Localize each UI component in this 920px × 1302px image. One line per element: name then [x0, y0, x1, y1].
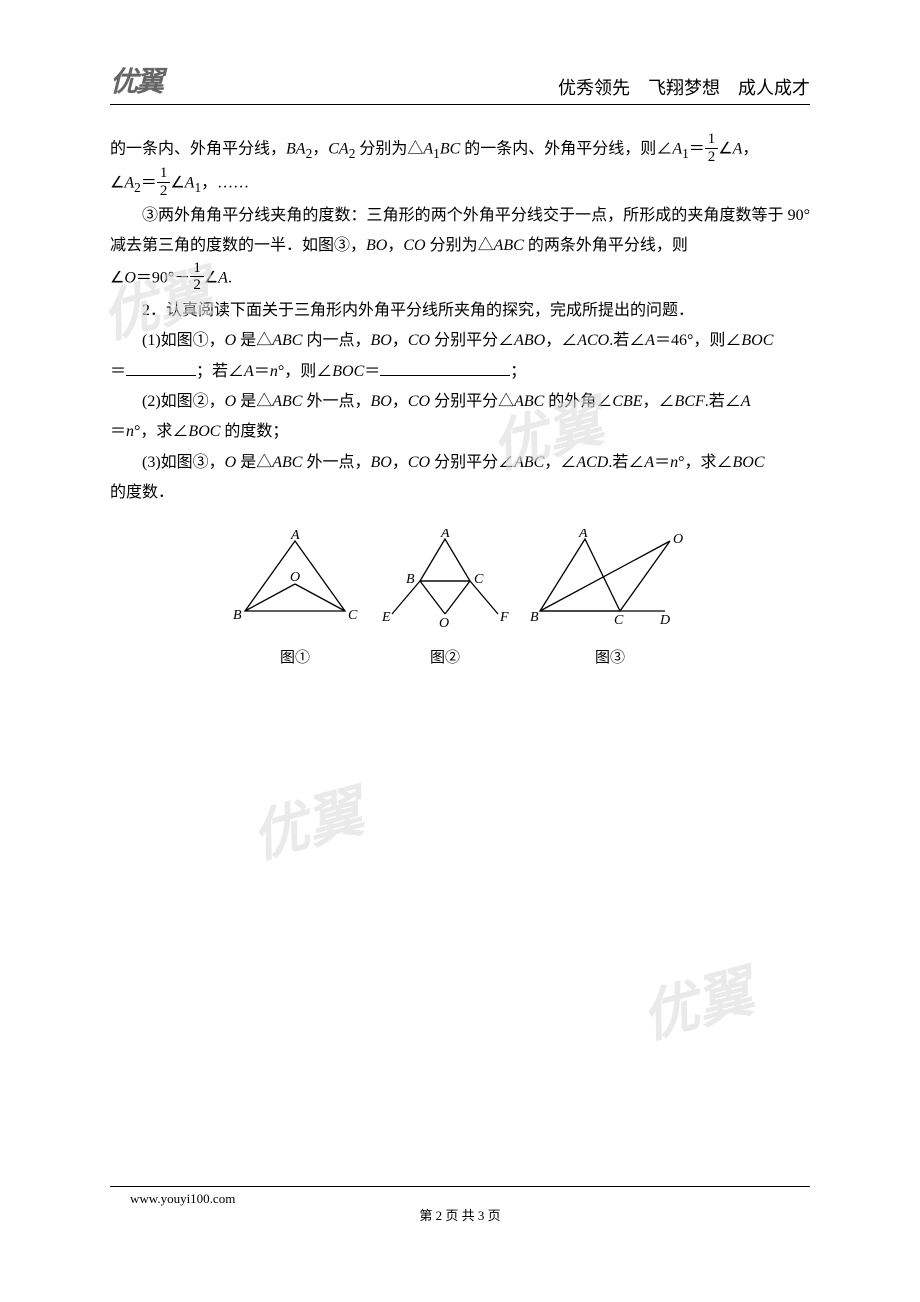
fig3-caption: 图③: [530, 644, 690, 673]
figures-row: A B C O 图① A B C E: [110, 529, 810, 673]
header-motto: 优秀领先 飞翔梦想 成人成才: [558, 74, 810, 100]
q2-part3b: 的度数．: [110, 478, 810, 508]
header: 优翼 优秀领先 飞翔梦想 成人成才: [110, 60, 810, 105]
fraction: 12: [190, 260, 204, 294]
blank-1: [126, 359, 196, 376]
page: 优翼 优秀领先 飞翔梦想 成人成才 优翼 优翼 优翼 优翼 的一条内、外角平分线…: [0, 0, 920, 1302]
para-rule3-formula: ∠O＝90°－12∠A.: [110, 262, 810, 296]
svg-text:A: A: [440, 529, 450, 541]
svg-text:B: B: [406, 572, 415, 587]
para-rule3: ③两外角角平分线夹角的度数：三角形的两个外角平分线交于一点，所形成的夹角度数等于…: [110, 201, 810, 262]
q2-part3: (3)如图③，O 是△ABC 外一点，BO，CO 分别平分∠ABC，∠ACD.若…: [110, 448, 810, 478]
svg-text:B: B: [233, 608, 242, 623]
svg-text:F: F: [499, 610, 509, 625]
logo: 优翼: [110, 60, 162, 100]
svg-text:C: C: [614, 613, 624, 628]
fig1-caption: 图①: [230, 644, 360, 673]
triangle-diagram-3: A B C D O: [530, 529, 690, 629]
footer-divider: [110, 1186, 810, 1187]
footer-page: 第 2 页 共 3 页: [0, 1205, 920, 1224]
svg-text:O: O: [290, 570, 300, 585]
triangle-diagram-2: A B C E O F: [380, 529, 510, 629]
watermark-icon: 优翼: [241, 767, 370, 874]
fraction: 12: [705, 131, 719, 165]
triangle-diagram-1: A B C O: [230, 529, 360, 629]
svg-text:C: C: [348, 608, 358, 623]
svg-text:B: B: [530, 610, 539, 625]
q2-part2: (2)如图②，O 是△ABC 外一点，BO，CO 分别平分△ABC 的外角∠CB…: [110, 387, 810, 417]
fig2-caption: 图②: [380, 644, 510, 673]
content: 的一条内、外角平分线，BA2，CA2 分别为△A1BC 的一条内、外角平分线，则…: [110, 133, 810, 672]
svg-text:D: D: [659, 613, 670, 628]
blank-2: [380, 359, 510, 376]
q2-part1b: ＝；若∠A＝n°，则∠BOC＝；: [110, 357, 810, 387]
q2-part2b: ＝n°，求∠BOC 的度数；: [110, 417, 810, 447]
svg-text:C: C: [474, 572, 484, 587]
svg-text:A: A: [290, 529, 300, 543]
watermark-icon: 优翼: [631, 947, 760, 1054]
svg-text:O: O: [673, 532, 683, 547]
para-a2: ∠A2＝12∠A1，……: [110, 167, 810, 201]
figure-3: A B C D O 图③: [530, 529, 690, 673]
q2-part1: (1)如图①，O 是△ABC 内一点，BO，CO 分别平分∠ABO，∠ACO.若…: [110, 326, 810, 356]
q2-intro: 2．认真阅读下面关于三角形内外角平分线所夹角的探究，完成所提出的问题．: [110, 296, 810, 326]
fraction: 12: [157, 165, 171, 199]
figure-1: A B C O 图①: [230, 529, 360, 673]
svg-text:O: O: [439, 616, 449, 629]
svg-text:E: E: [381, 610, 391, 625]
para-continuation: 的一条内、外角平分线，BA2，CA2 分别为△A1BC 的一条内、外角平分线，则…: [110, 133, 810, 167]
figure-2: A B C E O F 图②: [380, 529, 510, 673]
svg-text:A: A: [578, 529, 588, 541]
